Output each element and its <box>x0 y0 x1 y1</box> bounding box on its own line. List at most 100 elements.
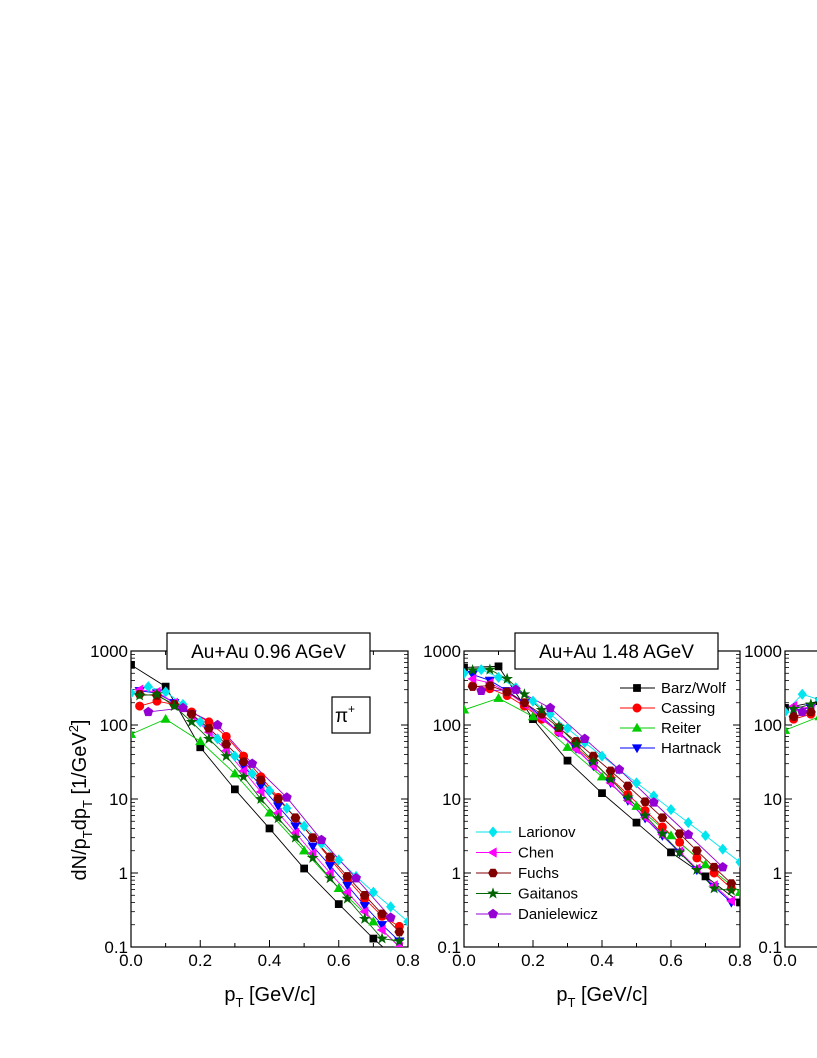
legend-marker-hartnack <box>631 744 643 754</box>
y-tick-label: 100 <box>754 716 782 735</box>
particle-label: π+ <box>335 702 355 727</box>
point-fuchs <box>519 698 530 708</box>
point-danielewicz <box>510 684 521 694</box>
point-danielewicz <box>143 706 154 717</box>
point-barz-wolf <box>131 660 135 669</box>
point-larionov <box>131 687 136 699</box>
point-danielewicz <box>614 764 625 774</box>
point-gaitanos <box>254 792 267 804</box>
y-axis-label-unit: [1/GeV <box>69 732 91 800</box>
point-larionov <box>718 843 728 855</box>
point-hartnack <box>307 842 318 852</box>
point-reiter <box>264 807 275 817</box>
point-chen <box>467 673 477 685</box>
point-fuchs <box>273 794 284 804</box>
x-axis-label-panel-0: pT [GeV/c] <box>224 984 315 1010</box>
point-danielewicz <box>212 719 223 730</box>
point-reiter <box>562 742 573 751</box>
legend-label-danielewicz: Danielewicz <box>518 906 598 923</box>
point-fuchs <box>325 852 336 862</box>
x-tick-label: 0.0 <box>773 951 797 970</box>
point-larionov <box>161 686 171 698</box>
legend-marker-cassing <box>632 703 642 713</box>
point-larionov <box>143 681 153 693</box>
y-axis-label-end: ] <box>69 719 91 725</box>
point-gaitanos <box>501 672 513 684</box>
legend-label-chen: Chen <box>518 845 554 862</box>
point-gaitanos <box>185 715 198 727</box>
point-gaitanos <box>535 703 548 715</box>
y-tick-label: 0.1 <box>437 938 461 957</box>
legend-marker-gaitanos <box>487 887 499 899</box>
point-barz-wolf <box>563 756 572 765</box>
point-reiter <box>700 859 711 869</box>
point-danielewicz <box>351 873 362 883</box>
point-barz-wolf <box>701 872 710 881</box>
point-gaitanos <box>604 773 617 785</box>
point-barz-wolf <box>494 662 503 671</box>
point-fuchs <box>726 879 737 888</box>
point-barz-wolf <box>632 818 641 827</box>
point-hartnack <box>342 881 353 891</box>
point-danielewicz <box>717 861 728 872</box>
y-tick-label: 0.1 <box>758 938 782 957</box>
point-larionov <box>195 716 205 728</box>
point-reiter <box>131 729 137 738</box>
x-axis-label-panel-1: pT [GeV/c] <box>556 984 647 1010</box>
point-fuchs <box>709 862 720 872</box>
point-reiter <box>631 800 642 810</box>
panel-title: Au+Au 1.48 AGeV <box>539 642 694 663</box>
point-larionov <box>797 688 807 700</box>
point-barz-wolf <box>464 663 468 672</box>
point-fuchs <box>657 813 668 822</box>
point-larionov <box>528 695 538 707</box>
legend-label-gaitanos: Gaitanos <box>518 886 578 903</box>
point-cassing <box>135 701 145 711</box>
y-tick-label: 1 <box>119 864 128 883</box>
y-tick-label: 1 <box>452 864 461 883</box>
point-larionov <box>493 671 504 683</box>
point-fuchs <box>221 739 232 749</box>
point-gaitanos <box>358 912 371 924</box>
point-chen <box>359 906 369 917</box>
point-gaitanos <box>168 699 181 712</box>
series-line-reiter <box>785 717 817 731</box>
point-barz-wolf <box>369 934 378 943</box>
point-larionov <box>597 750 607 762</box>
point-gaitanos <box>237 770 250 782</box>
panel-title-box <box>514 632 719 670</box>
point-reiter <box>734 886 740 896</box>
y-axis-label: dN/pTdpT [1/GeV2] <box>66 719 95 880</box>
x-tick-label: 0.6 <box>659 951 683 970</box>
series-line-fuchs <box>472 685 732 884</box>
point-gaitanos <box>484 663 496 675</box>
point-danielewicz <box>579 733 590 744</box>
x-tick-label: 0.6 <box>327 951 351 970</box>
point-fuchs <box>359 890 370 900</box>
point-fuchs <box>605 766 616 776</box>
point-larionov <box>230 750 240 762</box>
point-cassing <box>675 837 685 847</box>
point-gaitanos <box>622 791 634 803</box>
point-gaitanos <box>725 884 738 896</box>
point-larionov <box>666 804 676 816</box>
point-reiter <box>665 830 677 840</box>
y-tick-label: 10 <box>442 790 461 809</box>
x-tick-label: 0.8 <box>396 951 420 970</box>
point-gaitanos <box>376 932 388 944</box>
y-axis-label-main: dN/p <box>69 838 91 880</box>
series-layer <box>131 660 408 947</box>
point-reiter <box>814 715 817 721</box>
point-chen <box>726 895 736 907</box>
x-tick-label: 0.4 <box>258 951 282 970</box>
point-larionov <box>403 916 408 928</box>
point-reiter <box>368 916 379 926</box>
panel-1.48-agev: 0.1 1 10 100 1000 0.0 0.2 0.4 0.6 0.8 Au+Au 1.48 A… <box>423 632 752 970</box>
point-fuchs <box>484 681 495 690</box>
point-reiter <box>229 768 241 778</box>
point-chen <box>376 924 386 936</box>
point-larionov <box>476 664 486 676</box>
point-larionov <box>334 854 344 866</box>
point-fuchs <box>203 724 214 733</box>
point-reiter <box>464 704 470 714</box>
